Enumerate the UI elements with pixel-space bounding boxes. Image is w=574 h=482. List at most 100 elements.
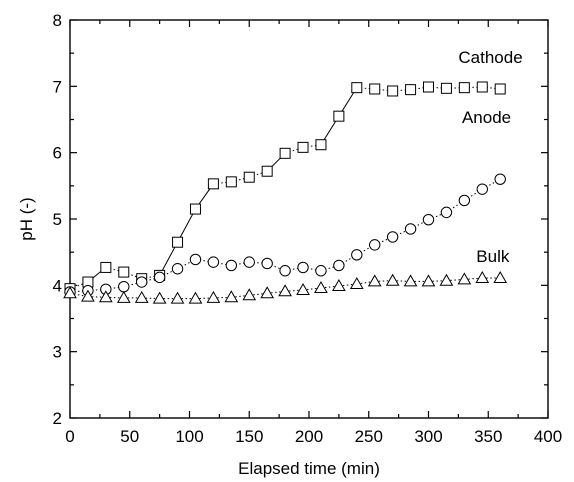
cathode-point [351, 82, 363, 94]
bulk-point [403, 274, 418, 287]
bulk-line-segment [267, 290, 286, 294]
x-axis-title: Elapsed time (min) [238, 459, 380, 478]
bulk-point [493, 271, 508, 284]
x-tick-label: 250 [355, 427, 383, 446]
bulk-point [260, 286, 275, 299]
x-tick-label: 200 [295, 427, 323, 446]
cathode-point [369, 83, 381, 95]
bulk-line-segment [231, 294, 250, 298]
cathode-series-label: Cathode [458, 48, 522, 67]
anode-point [476, 183, 488, 195]
anode-point [225, 259, 238, 272]
cathode-line-segment [213, 181, 232, 185]
x-tick-label: 100 [175, 427, 203, 446]
bulk-point [98, 290, 113, 303]
bulk-point [81, 289, 95, 302]
bulk-line-segment [356, 280, 375, 285]
bulk-point [63, 286, 77, 299]
cathode-point [423, 81, 434, 93]
anode-point [171, 263, 184, 275]
x-tick-label: 400 [534, 427, 562, 446]
bulk-line-segment [392, 280, 411, 282]
anode-line-segment [285, 266, 304, 272]
anode-point [458, 194, 471, 207]
series-markers [63, 81, 508, 304]
cathode-point [458, 82, 470, 94]
bulk-point [439, 273, 454, 286]
cathode-line-segment [482, 86, 501, 90]
anode-point [333, 259, 345, 272]
anode-line-segment [123, 281, 142, 288]
cathode-line-segment [159, 241, 178, 276]
bulk-line-segment [320, 285, 339, 289]
plot-frame [69, 19, 549, 419]
bulk-point [134, 290, 149, 303]
bulk-line-segment [249, 292, 268, 296]
anode-line-segment [87, 288, 106, 292]
anode-point [369, 239, 381, 251]
bulk-point [385, 273, 400, 286]
anode-point [279, 265, 291, 277]
cathode-point [494, 83, 506, 95]
y-tick-label: 5 [53, 210, 62, 229]
y-tick-label: 3 [53, 343, 62, 362]
cathode-point [243, 171, 255, 183]
cathode-line-segment [428, 86, 447, 89]
bulk-line-segment [285, 289, 304, 292]
bulk-line-segment [428, 280, 447, 282]
y-tick-label: 2 [53, 409, 62, 428]
cathode-line-segment [464, 86, 483, 89]
anode-point [315, 265, 327, 277]
axis-tick-labels: 0 50 100 150 200 250 300 350 400 2 3 4 5 6 7 8 [53, 11, 563, 446]
bulk-point [242, 288, 257, 301]
anode-line-segment [302, 266, 322, 272]
bulk-line-segment [195, 297, 214, 300]
anode-line-segment [141, 276, 160, 283]
anode-line-segment [231, 261, 250, 266]
cathode-line-segment [177, 208, 196, 243]
cathode-point [189, 203, 201, 215]
bulk-line-segment [141, 297, 160, 300]
series-labels: Cathode Anode Bulk [458, 48, 522, 266]
bulk-line-segment [69, 292, 89, 298]
cathode-point [207, 178, 219, 190]
cathode-line-segment [141, 274, 160, 280]
anode-line-segment [195, 258, 214, 263]
cathode-line-segment [249, 170, 268, 178]
cathode-line-segment [302, 144, 322, 148]
anode-point [261, 257, 273, 270]
bulk-point [278, 284, 292, 297]
bulk-point [188, 291, 203, 304]
cathode-point [172, 236, 184, 248]
bulk-point [116, 290, 131, 303]
anode-line-segment [105, 286, 124, 290]
bulk-point [170, 291, 185, 304]
cathode-point [405, 84, 417, 96]
axis-ticks [69, 19, 549, 419]
y-tick-label: 4 [53, 276, 62, 295]
bulk-line-segment [446, 278, 465, 282]
anode-point [243, 256, 255, 268]
x-tick-label: 50 [120, 427, 139, 446]
anode-point [351, 249, 363, 261]
anode-point [404, 223, 417, 235]
cathode-line-segment [356, 87, 375, 90]
bulk-point [314, 280, 328, 293]
anode-point [440, 206, 453, 219]
cathode-line-segment [105, 266, 124, 273]
cathode-line-segment [231, 176, 250, 183]
anode-line-segment [320, 264, 340, 272]
bulk-line-segment [374, 280, 393, 282]
anode-point [136, 276, 148, 288]
bulk-point [332, 278, 346, 291]
bulk-line-segment [338, 283, 357, 287]
y-tick-label: 8 [53, 11, 62, 30]
cathode-point [440, 82, 452, 94]
anode-series-label: Anode [462, 108, 511, 127]
x-tick-label: 150 [235, 427, 263, 446]
anode-point [118, 280, 130, 293]
y-tick-label: 6 [53, 144, 62, 163]
cathode-line-segment [284, 146, 304, 154]
bulk-point [296, 282, 310, 295]
